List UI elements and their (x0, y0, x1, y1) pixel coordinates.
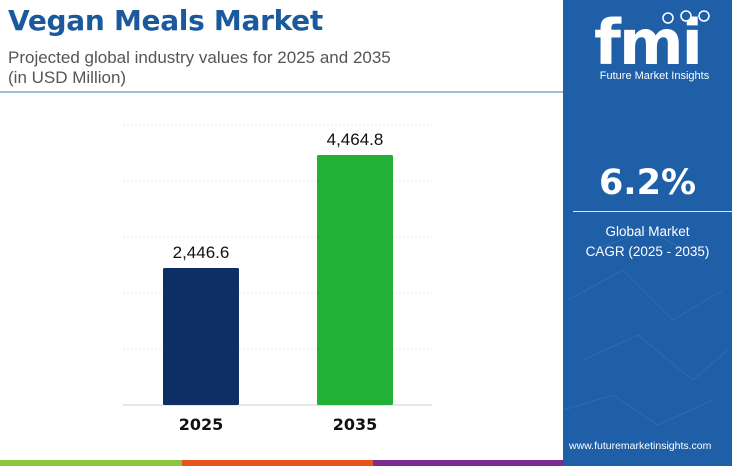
footer-segment-purple (373, 460, 563, 466)
bar-2035 (317, 154, 393, 405)
website-link[interactable]: www.futuremarketinsights.com (569, 440, 712, 452)
cagr-label-line-2: CAGR (2025 - 2035) (585, 244, 710, 259)
cagr-divider (573, 211, 732, 212)
footer-segment-green (0, 460, 182, 466)
data-label-2025: 2,446.6 (173, 243, 230, 262)
subtitle-line-2: (in USD Million) (8, 68, 127, 87)
x-tick-2025: 2025 (179, 415, 224, 434)
cagr-value: 6.2% (598, 163, 697, 203)
logo-caption: Future Market Insights (599, 70, 710, 82)
sidebar-panel: fmi Future Market Insights 6.2% Global M… (563, 0, 732, 466)
fmi-logo-icon: fmi (594, 8, 710, 70)
bar-2025 (163, 267, 239, 405)
page-title: Vegan Meals Market (8, 4, 323, 37)
footer-segment-orange (182, 460, 373, 466)
footer-color-bar (0, 460, 563, 466)
sidebar-texture (563, 229, 729, 426)
page-subtitle: Projected global industry values for 202… (8, 48, 391, 88)
header-divider (0, 91, 563, 93)
x-tick-2035: 2035 (333, 415, 378, 434)
subtitle-line-1: Projected global industry values for 202… (8, 48, 391, 67)
cagr-label: Global Market CAGR (2025 - 2035) (563, 222, 732, 262)
cagr-label-line-1: Global Market (605, 224, 690, 239)
data-label-2035: 4,464.8 (327, 130, 384, 149)
bar-chart: 2,446.6 2025 4,464.8 2035 (123, 124, 432, 434)
